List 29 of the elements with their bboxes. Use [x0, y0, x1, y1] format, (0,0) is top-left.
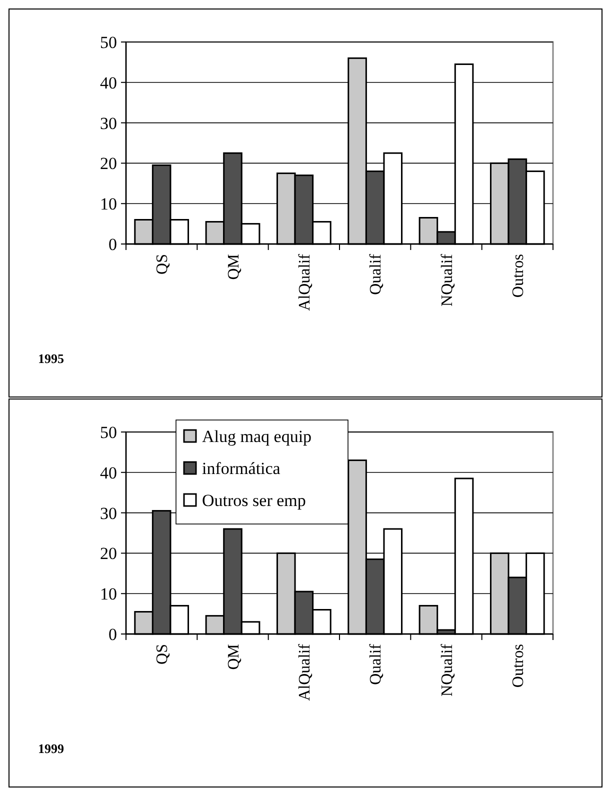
y-tick-label: 30 — [100, 114, 117, 133]
y-tick-label: 40 — [100, 73, 117, 92]
x-tick-label: AlQualif — [296, 643, 314, 701]
y-tick-label: 50 — [100, 32, 117, 52]
text: 1995 — [38, 351, 64, 366]
x-tick-label: Qualif — [368, 253, 385, 295]
x-tick-label: QS — [154, 254, 172, 274]
x-tick-label: NQualif — [438, 643, 456, 696]
y-tick-label: 30 — [100, 504, 117, 523]
x-tick-label: Qualif — [368, 643, 385, 685]
y-tick-label: 20 — [100, 544, 117, 564]
legend-label: Alug maq equip — [202, 426, 312, 446]
y-tick-label: 10 — [100, 194, 117, 214]
x-tick-label: QS — [154, 644, 172, 664]
legend-label: informática — [202, 458, 281, 478]
y-tick-label: 0 — [108, 234, 117, 254]
x-tick-label: QM — [225, 254, 242, 280]
y-tick-label: 50 — [100, 422, 117, 442]
x-tick-label: NQualif — [438, 253, 456, 306]
legend-label: Outros ser emp — [202, 490, 306, 510]
text: 1999 — [38, 741, 64, 756]
y-tick-label: 10 — [100, 584, 117, 604]
y-tick-label: 40 — [100, 463, 117, 482]
x-tick-label: QM — [225, 644, 242, 670]
x-tick-label: AlQualif — [296, 253, 314, 311]
x-tick-label: Outros — [510, 644, 528, 688]
x-tick-label: Outros — [510, 254, 528, 298]
y-tick-label: 0 — [108, 624, 117, 644]
y-tick-label: 20 — [100, 154, 117, 174]
